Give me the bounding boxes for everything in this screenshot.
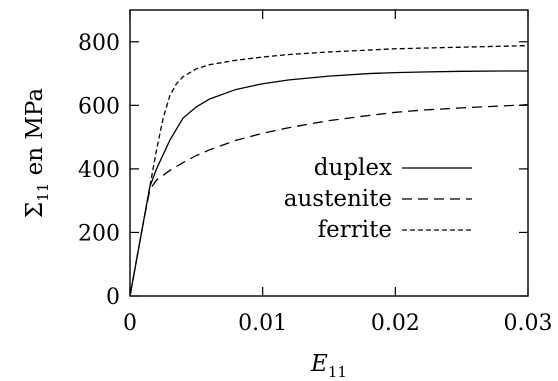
series-line-duplex xyxy=(129,70,528,297)
x-axis-label-main: E xyxy=(310,351,328,377)
legend-label-austenite: austenite xyxy=(284,186,392,212)
y-axis-label-sub: 11 xyxy=(34,183,52,202)
y-tick-label: 800 xyxy=(78,31,120,56)
x-tick-label: 0.03 xyxy=(504,311,553,336)
plot-frame xyxy=(129,9,529,297)
x-axis-label-sub: 11 xyxy=(328,363,347,381)
x-tick-label: 0 xyxy=(123,311,137,336)
y-tick-label: 600 xyxy=(78,94,120,119)
series-line-austenite xyxy=(129,104,529,297)
plot-layer xyxy=(129,44,529,297)
y-tick-label: 0 xyxy=(106,285,120,310)
legend-label-ferrite: ferrite xyxy=(318,217,392,243)
y-tick-label: 400 xyxy=(78,158,120,183)
legend-label-duplex: duplex xyxy=(314,155,392,181)
x-tick-label: 0.01 xyxy=(238,311,287,336)
y-axis-label: Σ11 en MPa xyxy=(22,88,52,218)
y-axis-label-suffix: en MPa xyxy=(22,88,48,183)
x-tick-label: 0.02 xyxy=(371,311,420,336)
y-axis-label-main: Σ xyxy=(22,202,48,218)
x-axis-label: E11 xyxy=(310,351,347,381)
legend: duplex austenite ferrite xyxy=(284,155,472,243)
y-tick-label: 200 xyxy=(78,221,120,246)
series-line-ferrite xyxy=(129,44,529,297)
